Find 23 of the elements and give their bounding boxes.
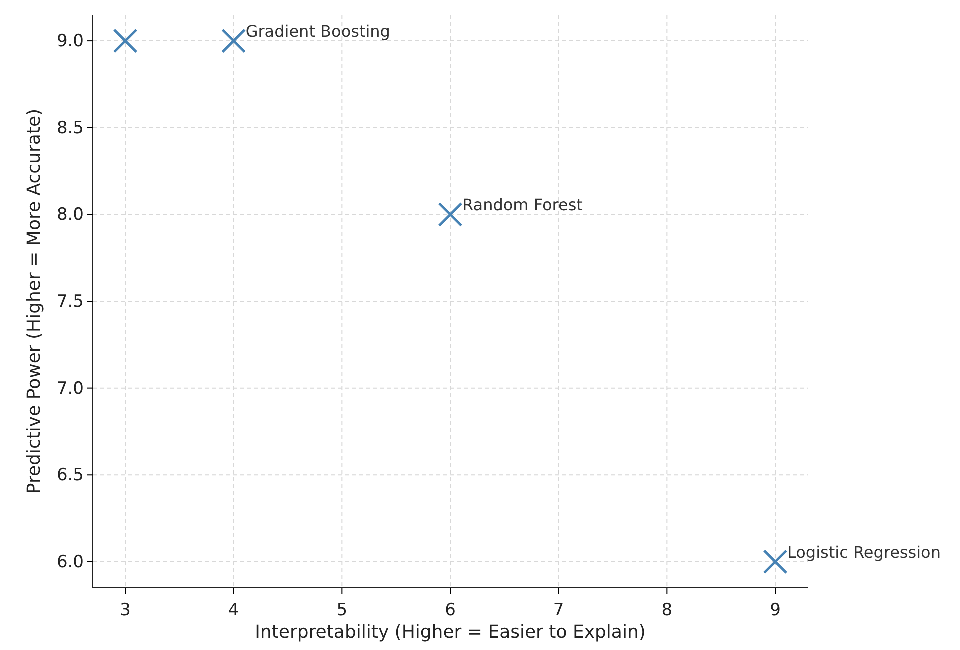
y-tick-label: 7.5 <box>56 292 84 312</box>
x-tick-label: 8 <box>662 600 673 621</box>
x-tick-label: 4 <box>228 600 240 621</box>
point <box>438 202 463 227</box>
point <box>222 28 246 54</box>
annotation: Logistic Regression <box>788 542 941 562</box>
y-axis-title: Predictive Power (Higher = More Accurate) <box>24 108 45 494</box>
y-tick-label: 6.5 <box>56 466 84 486</box>
y-tick-label: 6.0 <box>56 552 84 572</box>
x-tick-label: 5 <box>336 600 348 621</box>
annotation: Random Forest <box>462 196 583 215</box>
y-tick-label: 9.0 <box>56 31 84 52</box>
x-axis-title: Interpretability (Higher = Easier to Explain) <box>255 622 646 643</box>
point <box>763 550 788 574</box>
point <box>113 28 138 54</box>
annotation: Gradient Boosting <box>246 22 390 42</box>
x-tick-label: 7 <box>553 600 564 621</box>
y-tick-label: 7.0 <box>56 378 84 399</box>
x-tick-label: 3 <box>120 600 131 621</box>
y-tick-label: 8.0 <box>56 205 84 226</box>
x-tick-label: 9 <box>770 600 781 621</box>
x-tick-label: 6 <box>445 600 456 621</box>
y-tick-label: 8.5 <box>56 118 84 138</box>
